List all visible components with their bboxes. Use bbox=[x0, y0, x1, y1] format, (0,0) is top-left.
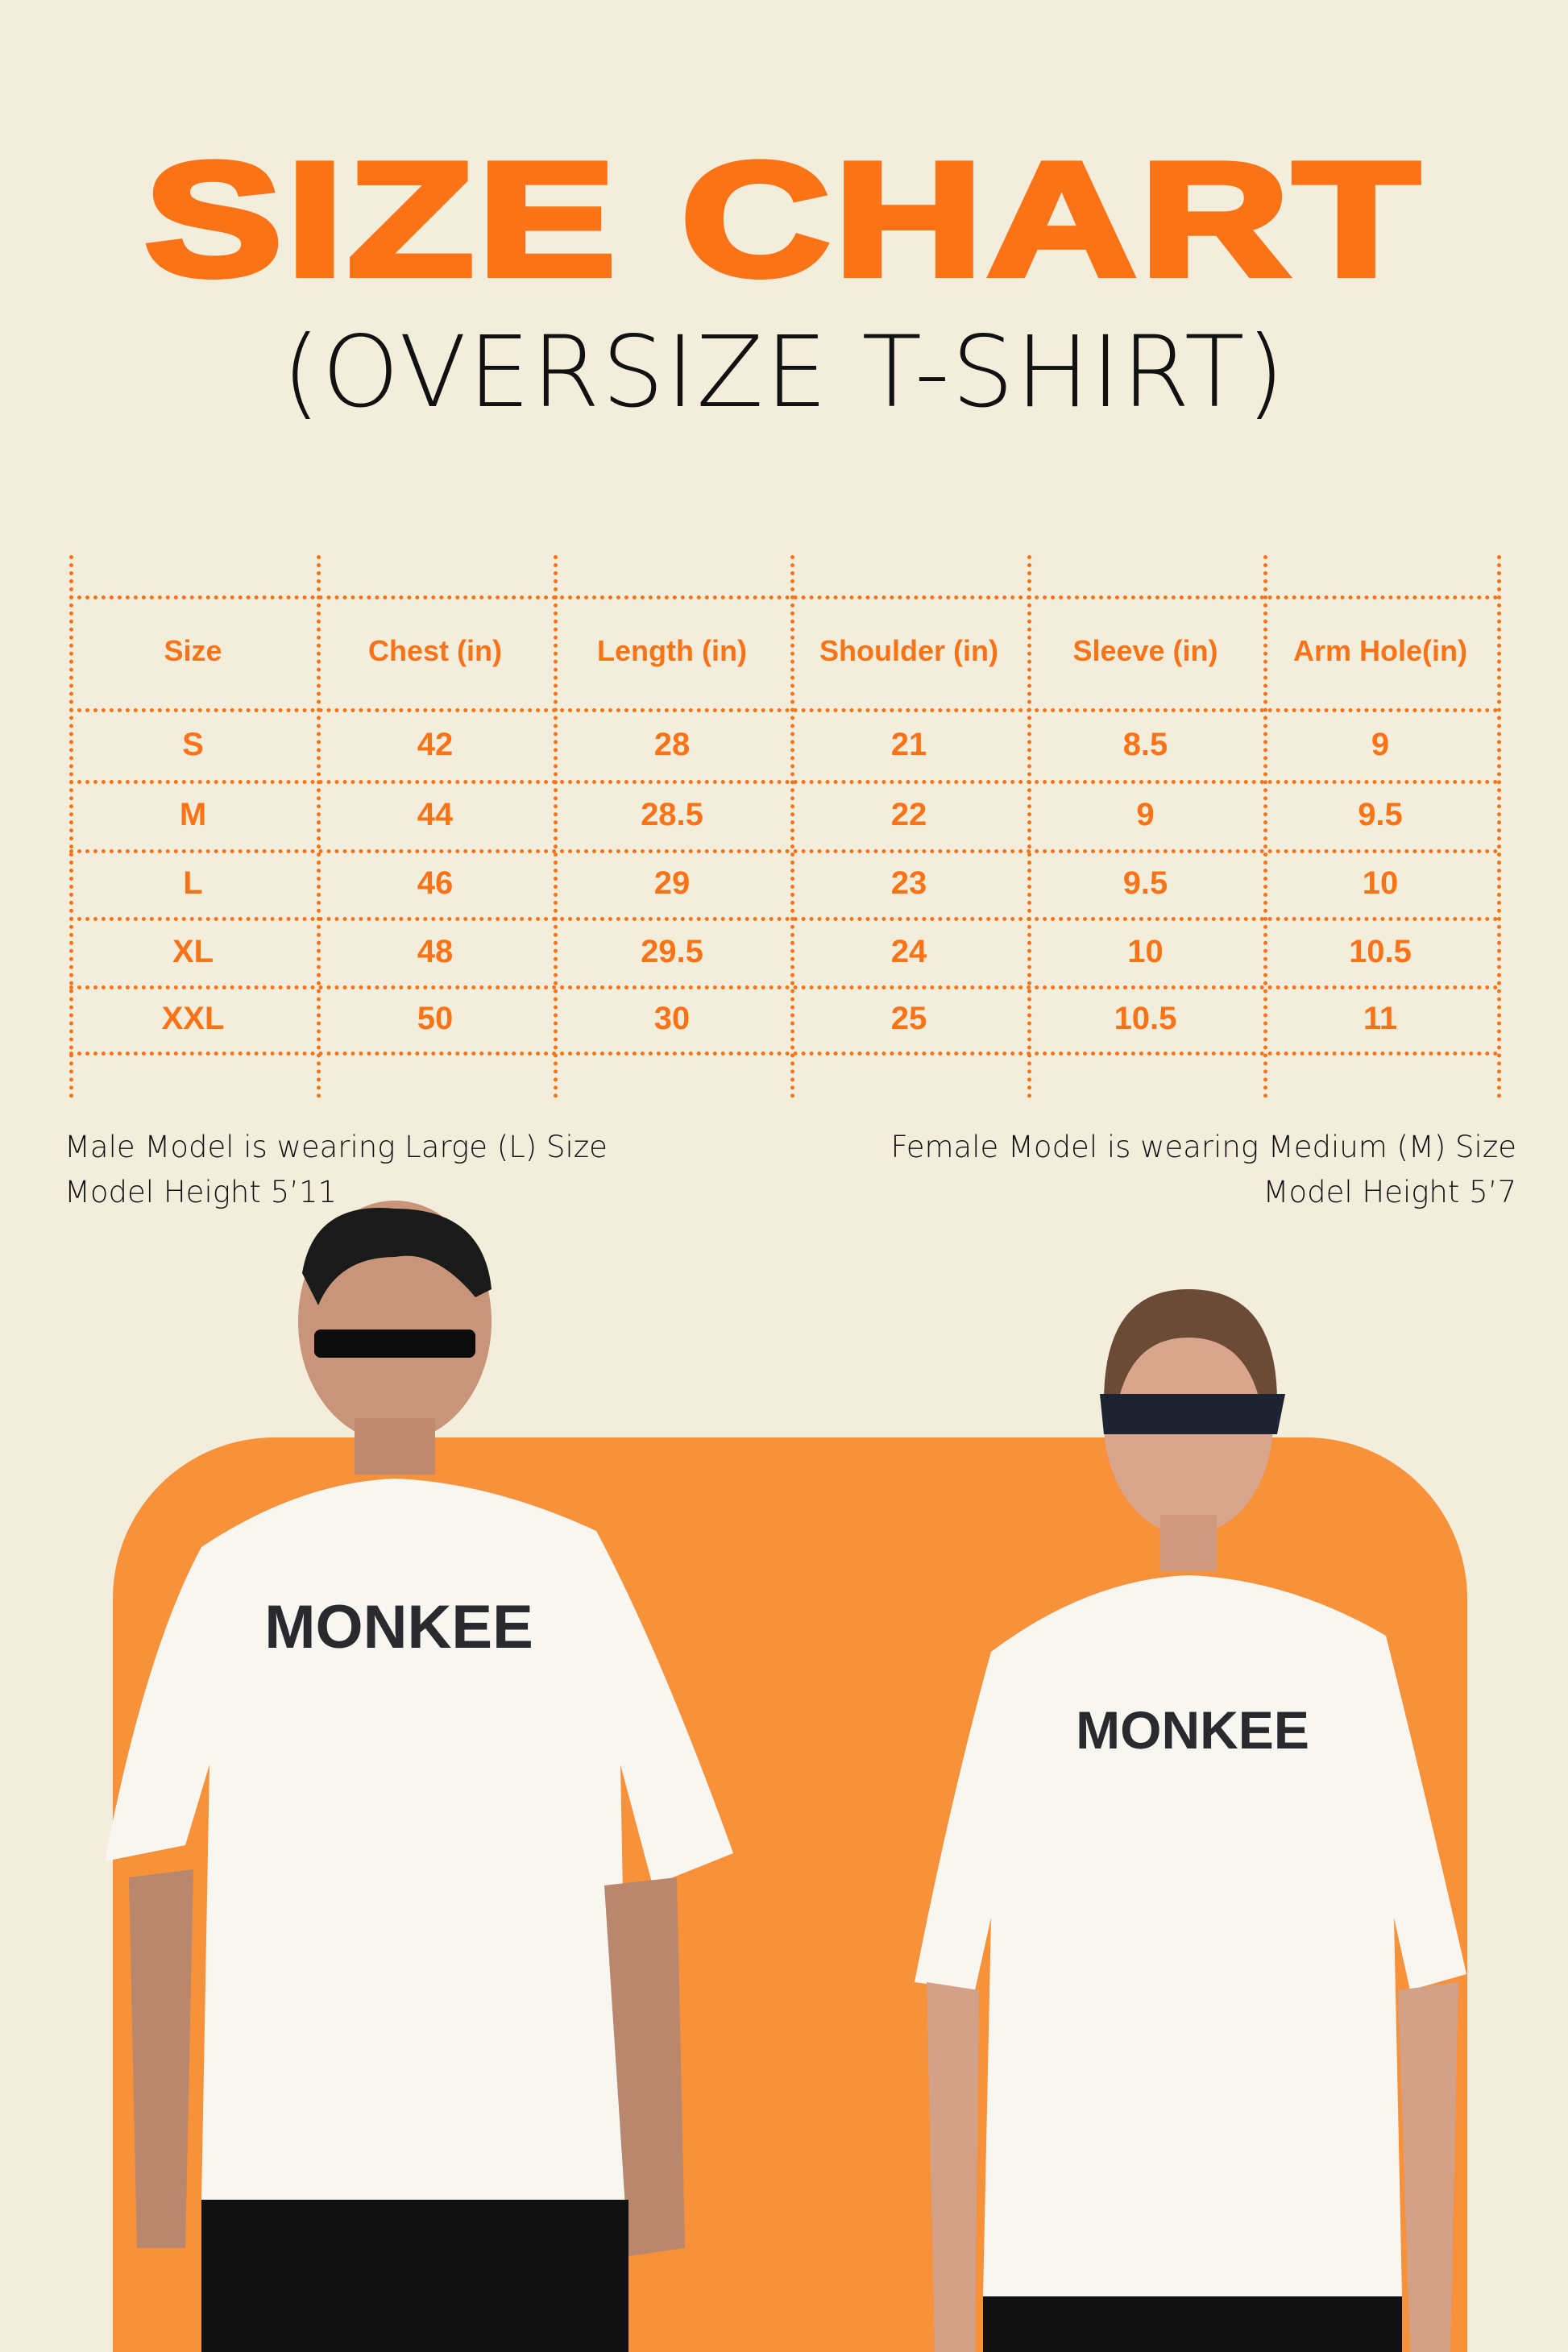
table-vline bbox=[1263, 555, 1267, 1098]
table-cell: 46 bbox=[417, 865, 454, 901]
table-cell: XXL bbox=[161, 1001, 225, 1036]
table-vline bbox=[554, 555, 558, 1098]
column-header: Length (in) bbox=[597, 634, 747, 667]
table-cell: XL bbox=[172, 933, 214, 969]
table-cell: 24 bbox=[890, 933, 927, 969]
table-vline bbox=[1027, 555, 1031, 1098]
table-vline bbox=[1497, 555, 1501, 1098]
table-cell: 30 bbox=[653, 1001, 691, 1036]
table-hline bbox=[69, 780, 1499, 784]
table-cell: 10.5 bbox=[1114, 1001, 1177, 1036]
table-cell: 10 bbox=[1362, 865, 1399, 901]
table-cell: 28.5 bbox=[641, 797, 703, 832]
table-cell: M bbox=[179, 797, 207, 832]
female-size-note: Female Model is wearing Medium (M) Size bbox=[890, 1130, 1516, 1164]
page-subtitle: (OVERSIZE T-SHIRT) bbox=[281, 315, 1287, 429]
table-vline bbox=[317, 555, 321, 1098]
table-cell: 9 bbox=[1371, 726, 1390, 762]
table-cell: 50 bbox=[417, 1001, 454, 1036]
column-header: Size bbox=[164, 634, 222, 667]
page-title: SIZE CHART bbox=[140, 130, 1424, 309]
table-cell: 42 bbox=[417, 726, 454, 762]
male-height-note: Model Height 5’11 bbox=[64, 1175, 338, 1209]
table-cell: 8.5 bbox=[1122, 726, 1168, 762]
table-cell: S bbox=[182, 726, 204, 762]
table-cell: 9.5 bbox=[1358, 797, 1403, 832]
female-model-photo: MONKEE bbox=[915, 1289, 1466, 2352]
table-hline bbox=[69, 985, 1499, 989]
column-header: Sleeve (in) bbox=[1072, 634, 1218, 667]
table-cell: 48 bbox=[417, 933, 454, 969]
table-cell: 11 bbox=[1363, 1001, 1398, 1036]
column-header: Shoulder (in) bbox=[819, 634, 998, 667]
table-cell: 29.5 bbox=[641, 933, 703, 969]
table-cell: 28 bbox=[653, 726, 691, 762]
table-cell: 10.5 bbox=[1349, 933, 1412, 969]
column-header: Chest (in) bbox=[368, 634, 502, 667]
table-cell: 23 bbox=[890, 865, 927, 901]
table-vline bbox=[790, 555, 794, 1098]
table-cell: L bbox=[183, 865, 203, 901]
table-cell: 9 bbox=[1136, 797, 1155, 832]
male-size-note: Male Model is wearing Large (L) Size bbox=[64, 1130, 608, 1164]
female-height-note: Model Height 5’7 bbox=[1263, 1175, 1516, 1209]
table-hline bbox=[69, 708, 1499, 712]
table-cell: 9.5 bbox=[1122, 865, 1168, 901]
table-cell: 10 bbox=[1127, 933, 1164, 969]
table-cell: 25 bbox=[890, 1001, 927, 1036]
male-model-photo: MONKEE bbox=[105, 1201, 733, 2352]
male-shirt-print: MONKEE bbox=[264, 1593, 533, 1661]
table-hline bbox=[69, 917, 1499, 921]
table-cell: 44 bbox=[417, 797, 454, 832]
table-hline bbox=[69, 595, 1499, 599]
female-shirt-print: MONKEE bbox=[1076, 1700, 1309, 1760]
table-hline bbox=[69, 1052, 1499, 1056]
table-hline bbox=[69, 849, 1499, 853]
column-header: Arm Hole(in) bbox=[1293, 634, 1467, 667]
table-cell: 22 bbox=[890, 797, 927, 832]
table-cell: 29 bbox=[653, 865, 691, 901]
table-vline bbox=[69, 555, 73, 1098]
table-cell: 21 bbox=[890, 726, 927, 762]
